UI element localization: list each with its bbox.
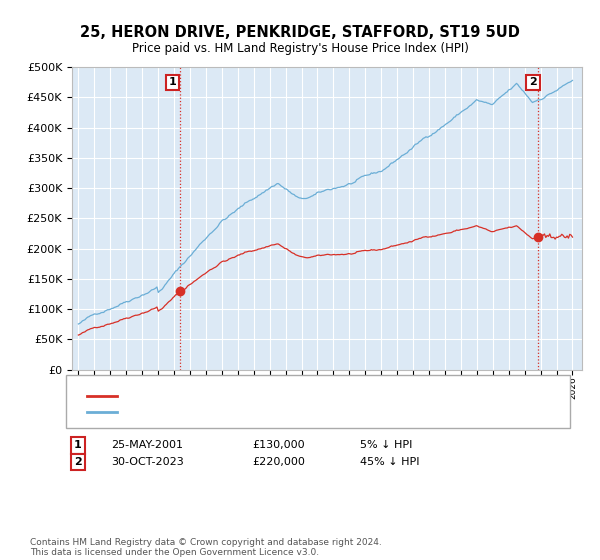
Text: 30-OCT-2023: 30-OCT-2023 xyxy=(111,457,184,467)
Text: 1: 1 xyxy=(169,77,176,87)
Text: 25-MAY-2001: 25-MAY-2001 xyxy=(111,440,183,450)
Text: 25, HERON DRIVE, PENKRIDGE, STAFFORD, ST19 5UD (detached house): 25, HERON DRIVE, PENKRIDGE, STAFFORD, ST… xyxy=(120,392,493,402)
Text: £220,000: £220,000 xyxy=(252,457,305,467)
Text: 1: 1 xyxy=(74,440,82,450)
Text: Price paid vs. HM Land Registry's House Price Index (HPI): Price paid vs. HM Land Registry's House … xyxy=(131,42,469,55)
Text: 2: 2 xyxy=(74,457,82,467)
Text: Contains HM Land Registry data © Crown copyright and database right 2024.
This d: Contains HM Land Registry data © Crown c… xyxy=(30,538,382,557)
Text: £130,000: £130,000 xyxy=(252,440,305,450)
Text: HPI: Average price, detached house, South Staffordshire: HPI: Average price, detached house, Sout… xyxy=(120,407,414,417)
Text: 45% ↓ HPI: 45% ↓ HPI xyxy=(360,457,419,467)
Text: 2: 2 xyxy=(529,77,537,87)
Text: 25, HERON DRIVE, PENKRIDGE, STAFFORD, ST19 5UD: 25, HERON DRIVE, PENKRIDGE, STAFFORD, ST… xyxy=(80,25,520,40)
Text: 5% ↓ HPI: 5% ↓ HPI xyxy=(360,440,412,450)
